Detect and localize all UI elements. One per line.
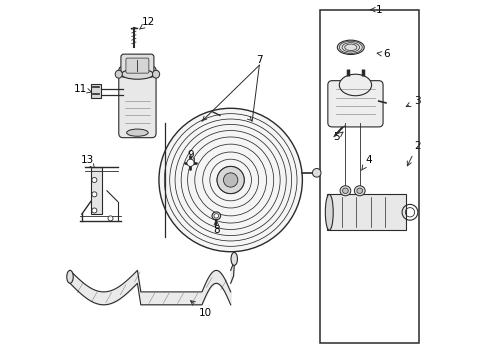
Ellipse shape — [126, 129, 148, 136]
Text: 9: 9 — [187, 150, 195, 163]
Text: 6: 6 — [377, 49, 390, 59]
Text: 13: 13 — [81, 155, 95, 168]
Bar — [91, 167, 101, 214]
Text: 1: 1 — [370, 5, 383, 15]
Text: 12: 12 — [140, 17, 155, 29]
Bar — [320, 10, 419, 343]
Bar — [91, 84, 101, 98]
Circle shape — [187, 159, 194, 166]
Circle shape — [92, 177, 97, 183]
Circle shape — [217, 166, 245, 194]
Ellipse shape — [343, 188, 348, 193]
Circle shape — [108, 216, 113, 221]
Ellipse shape — [340, 186, 351, 196]
Ellipse shape — [339, 74, 371, 96]
Text: 4: 4 — [362, 155, 372, 170]
Ellipse shape — [67, 270, 73, 283]
Text: 11: 11 — [74, 84, 92, 94]
FancyBboxPatch shape — [126, 58, 149, 73]
FancyBboxPatch shape — [328, 81, 383, 127]
Ellipse shape — [214, 214, 219, 218]
Ellipse shape — [354, 186, 365, 196]
Bar — [327, 194, 406, 230]
Circle shape — [313, 168, 321, 177]
Circle shape — [92, 208, 97, 213]
Ellipse shape — [212, 212, 220, 220]
FancyBboxPatch shape — [119, 66, 156, 138]
Ellipse shape — [122, 69, 153, 79]
Ellipse shape — [152, 70, 160, 78]
Text: 3: 3 — [406, 96, 420, 107]
Ellipse shape — [231, 252, 238, 265]
Text: 7: 7 — [256, 55, 263, 65]
Text: 10: 10 — [191, 301, 212, 318]
Ellipse shape — [115, 70, 122, 78]
Circle shape — [92, 192, 97, 197]
FancyBboxPatch shape — [121, 54, 154, 77]
Text: 5: 5 — [334, 132, 343, 142]
Ellipse shape — [357, 188, 363, 193]
Text: 2: 2 — [407, 141, 420, 166]
Text: 8: 8 — [213, 220, 220, 235]
Ellipse shape — [337, 40, 364, 54]
Circle shape — [223, 173, 238, 187]
Circle shape — [159, 108, 302, 252]
Ellipse shape — [325, 194, 333, 230]
